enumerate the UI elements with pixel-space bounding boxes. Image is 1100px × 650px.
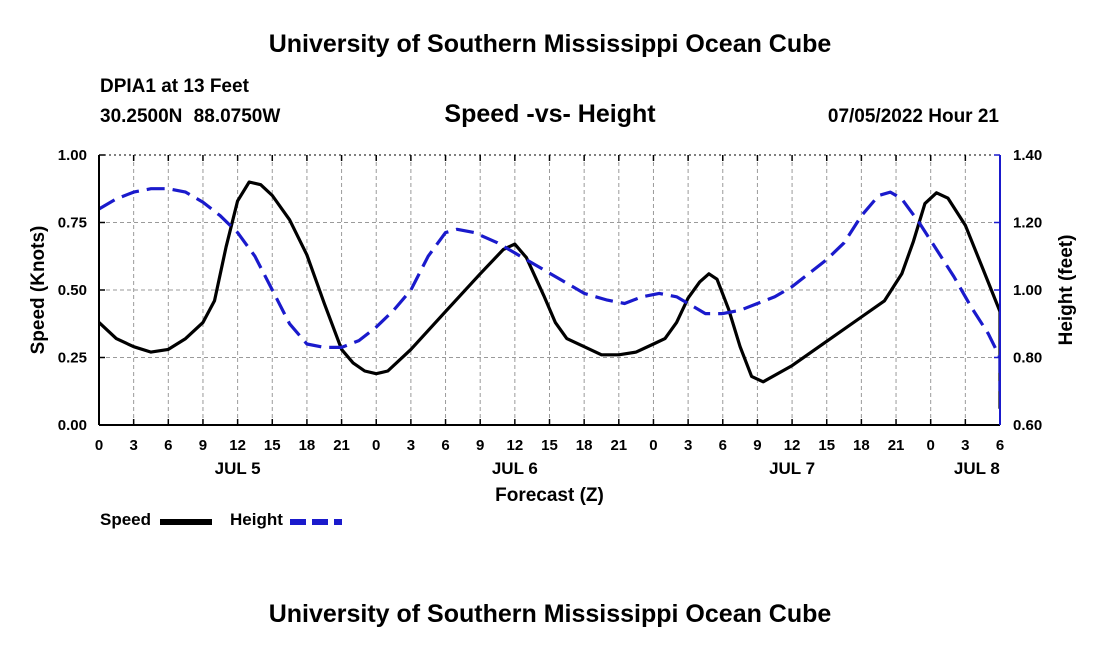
main-title: University of Southern Mississippi Ocean… (268, 30, 832, 58)
station-coordinates: 30.2500N 88.0750W (100, 106, 281, 127)
day-label: JUL 7 (769, 459, 815, 478)
y-left-tick-label: 0.50 (58, 282, 87, 299)
x-tick-label: 12 (784, 437, 801, 454)
x-tick-label: 0 (372, 437, 380, 454)
x-tick-label: 18 (576, 437, 593, 454)
chart-title: Speed -vs- Height (444, 100, 656, 128)
x-tick-label: 15 (541, 437, 558, 454)
x-tick-label: 3 (961, 437, 969, 454)
y-left-tick-label: 1.00 (58, 147, 87, 164)
station-label: DPIA1 at 13 Feet (100, 76, 249, 97)
series-layer (99, 180, 1000, 409)
x-tick-label: 12 (507, 437, 524, 454)
y-right-tick-label: 0.80 (1013, 350, 1042, 367)
legend-speed-label: Speed (100, 510, 152, 529)
x-tick-label: 21 (610, 437, 627, 454)
y-right-tick-label: 0.60 (1013, 417, 1042, 434)
y-left-tick-label: 0.00 (58, 417, 87, 434)
footer-title: University of Southern Mississippi Ocean… (268, 600, 832, 628)
x-tick-label: 3 (129, 437, 137, 454)
day-label: JUL 5 (215, 459, 261, 478)
x-tick-label: 9 (199, 437, 207, 454)
x-tick-label: 18 (853, 437, 870, 454)
x-tick-label: 12 (229, 437, 246, 454)
x-tick-label: 15 (264, 437, 281, 454)
legend-speed-swatch (160, 519, 212, 525)
chart-labels: 0 3 6 9 12 15 18 21 0 3 6 9 12 15 18 21 0 3 6 9 12 15 18 21 0 3 60… (28, 147, 1077, 506)
y-right-tick-label: 1.00 (1013, 282, 1042, 299)
legend-height-label: Height (230, 510, 283, 529)
x-tick-label: 6 (719, 437, 727, 454)
chart-axes (98, 154, 1001, 426)
forecast-datetime: 07/05/2022 Hour 21 (827, 106, 999, 127)
x-tick-label: 15 (818, 437, 835, 454)
x-axis-title: Forecast (Z) (495, 485, 604, 506)
x-tick-label: 6 (441, 437, 449, 454)
y-left-tick-label: 0.25 (58, 350, 87, 367)
y-right-tick-label: 1.20 (1013, 215, 1042, 232)
x-tick-label: 9 (753, 437, 761, 454)
y-right-tick-label: 1.40 (1013, 147, 1042, 164)
x-tick-label: 9 (476, 437, 484, 454)
x-tick-label: 0 (927, 437, 935, 454)
x-tick-label: 18 (299, 437, 316, 454)
chart-grid (99, 154, 1001, 425)
legend-height-swatch (290, 519, 342, 525)
x-tick-label: 6 (996, 437, 1004, 454)
x-tick-label: 3 (407, 437, 415, 454)
y-left-axis-title: Speed (Knots) (28, 226, 49, 355)
day-label: JUL 6 (492, 459, 538, 478)
x-tick-label: 6 (164, 437, 172, 454)
x-tick-label: 21 (888, 437, 905, 454)
y-left-tick-label: 0.75 (58, 215, 87, 232)
height-series-line (99, 187, 1000, 392)
series-clip-group (99, 180, 1000, 409)
speed-series-line (99, 180, 1000, 409)
x-tick-label: 3 (684, 437, 692, 454)
y-right-axis-title: Height (feet) (1056, 235, 1077, 346)
x-tick-label: 0 (649, 437, 657, 454)
day-label: JUL 8 (954, 459, 1000, 478)
x-tick-label: 21 (333, 437, 350, 454)
x-tick-label: 0 (95, 437, 103, 454)
